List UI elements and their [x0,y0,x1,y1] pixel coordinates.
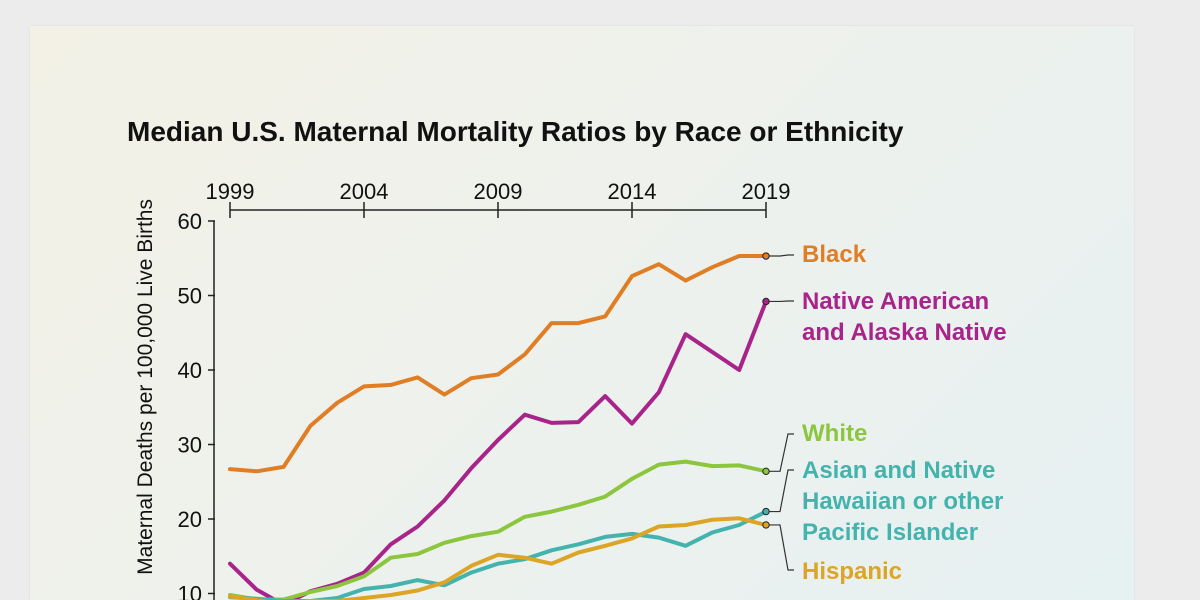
y-tick-label: 30 [178,433,202,458]
series-end-marker [762,252,770,260]
y-tick-label: 10 [178,582,202,600]
y-tick-label: 60 [178,209,202,234]
series-label: Pacific Islander [802,519,978,546]
series-line [228,254,768,474]
series-label: Native American [802,288,989,315]
chart-title: Median U.S. Maternal Mortality Ratios by… [127,116,904,147]
x-tick-label: 2014 [608,179,657,204]
series-label: and Alaska Native [802,319,1007,346]
leader-line [766,469,794,513]
series-label: Hawaiian or other [802,488,1003,515]
series-label: White [802,420,867,447]
y-tick-label: 20 [178,507,202,532]
leader-line [766,254,794,257]
series-line [228,459,768,600]
series-end-marker [762,297,770,306]
y-tick-label: 50 [178,284,202,309]
y-tick-label: 40 [178,358,202,383]
x-tick-label: 2009 [474,179,523,204]
series-line [228,516,768,600]
series-label: Black [802,241,867,268]
series-label: Asian and Native [802,457,995,484]
x-tick-label: 1999 [206,179,255,204]
series-line [228,509,768,600]
series-end-marker [762,521,770,529]
leader-line [766,524,794,571]
y-axis-label: Maternal Deaths per 100,000 Live Births [134,199,157,575]
x-tick-label: 2004 [340,179,389,204]
series-label: Hispanic [802,558,902,585]
series-end-marker [762,507,770,516]
series-end-marker [762,467,770,476]
x-tick-label: 2019 [742,179,791,204]
leader-line [766,433,794,472]
